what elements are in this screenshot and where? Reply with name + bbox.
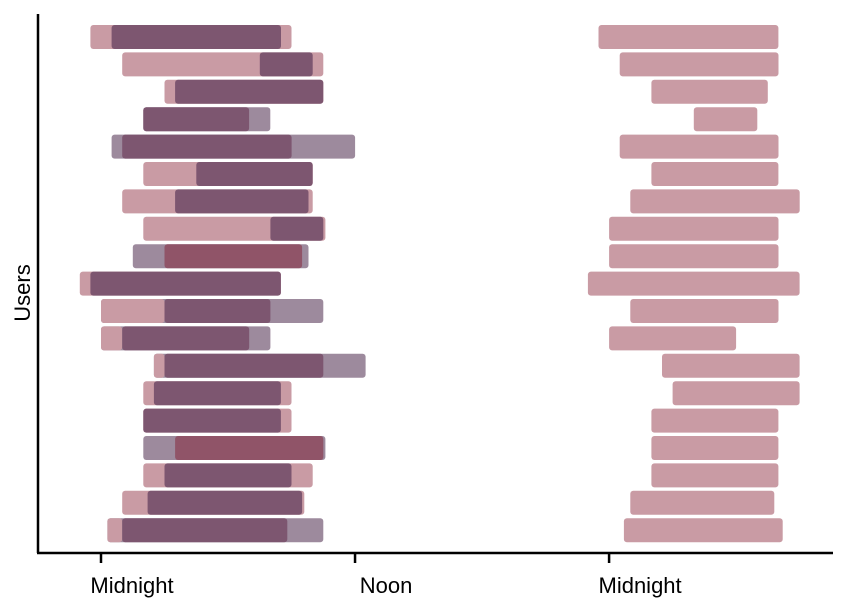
user-row-1 [90, 25, 779, 49]
user-row-12 [101, 326, 737, 351]
bar-user-18-2 [147, 490, 303, 515]
x-tick-label-2: Noon [360, 573, 413, 598]
bar-user-9-2 [164, 244, 303, 269]
bar-user-13-2 [153, 353, 165, 378]
bar-user-16-2 [175, 436, 324, 460]
bar-user-11-2 [101, 299, 165, 323]
bar-user-2-3 [619, 52, 779, 77]
bar-user-16-3 [651, 436, 779, 460]
user-row-16 [143, 436, 779, 460]
bar-user-13-3 [164, 353, 324, 378]
user-row-2 [122, 52, 779, 77]
bar-user-19-4 [623, 518, 783, 543]
bars-layer [79, 25, 800, 543]
bar-user-11-3 [164, 299, 271, 323]
bar-user-12-3 [122, 326, 250, 351]
bar-user-3-2 [175, 79, 324, 104]
x-tick-label-3: Midnight [599, 573, 682, 598]
user-row-11 [101, 299, 779, 323]
bar-user-2-2 [259, 52, 313, 77]
user-row-18 [122, 490, 775, 515]
bar-user-10-3 [587, 271, 800, 296]
bar-user-11-4 [630, 299, 779, 323]
bar-user-17-3 [651, 463, 779, 488]
bar-user-8-2 [270, 216, 324, 241]
ticks-layer: Midnight Noon Midnight [90, 553, 682, 598]
user-row-14 [143, 381, 800, 406]
bar-user-7-3 [630, 189, 800, 214]
user-row-4 [143, 107, 758, 132]
bar-user-18-3 [630, 490, 775, 515]
bar-user-7-2 [175, 189, 309, 214]
bar-user-15-2 [143, 408, 281, 433]
user-row-17 [143, 463, 779, 488]
bar-user-1-2 [111, 25, 281, 49]
user-row-7 [122, 189, 800, 214]
bar-user-5-2 [122, 134, 292, 159]
user-row-6 [143, 162, 779, 186]
bar-user-13-4 [662, 353, 800, 378]
bar-user-15-3 [651, 408, 779, 433]
bar-user-10-2 [90, 271, 281, 296]
bar-user-17-2 [164, 463, 292, 488]
bar-user-3-3 [651, 79, 768, 104]
user-row-5 [111, 134, 779, 159]
user-row-13 [153, 353, 800, 378]
y-axis-title: Users [10, 264, 35, 321]
bar-user-1-3 [598, 25, 779, 49]
x-tick-label-1: Midnight [90, 573, 173, 598]
user-row-15 [143, 408, 779, 433]
user-row-9 [132, 244, 779, 269]
bar-user-19-3 [122, 518, 288, 543]
bar-user-5-3 [619, 134, 779, 159]
bar-user-6-2 [196, 162, 313, 186]
bar-user-14-2 [153, 381, 281, 406]
user-row-10 [79, 271, 800, 296]
bar-user-8-3 [609, 216, 779, 241]
bar-user-12-2 [101, 326, 123, 351]
user-row-19 [107, 518, 783, 543]
user-row-8 [143, 216, 779, 241]
bar-user-12-4 [609, 326, 737, 351]
bar-user-9-3 [609, 244, 779, 269]
bar-user-4-3 [693, 107, 758, 132]
bar-user-6-3 [651, 162, 779, 186]
bar-user-14-3 [672, 381, 800, 406]
bar-user-4-2 [143, 107, 250, 132]
bar-user-19-2 [107, 518, 123, 543]
user-row-3 [164, 79, 768, 104]
